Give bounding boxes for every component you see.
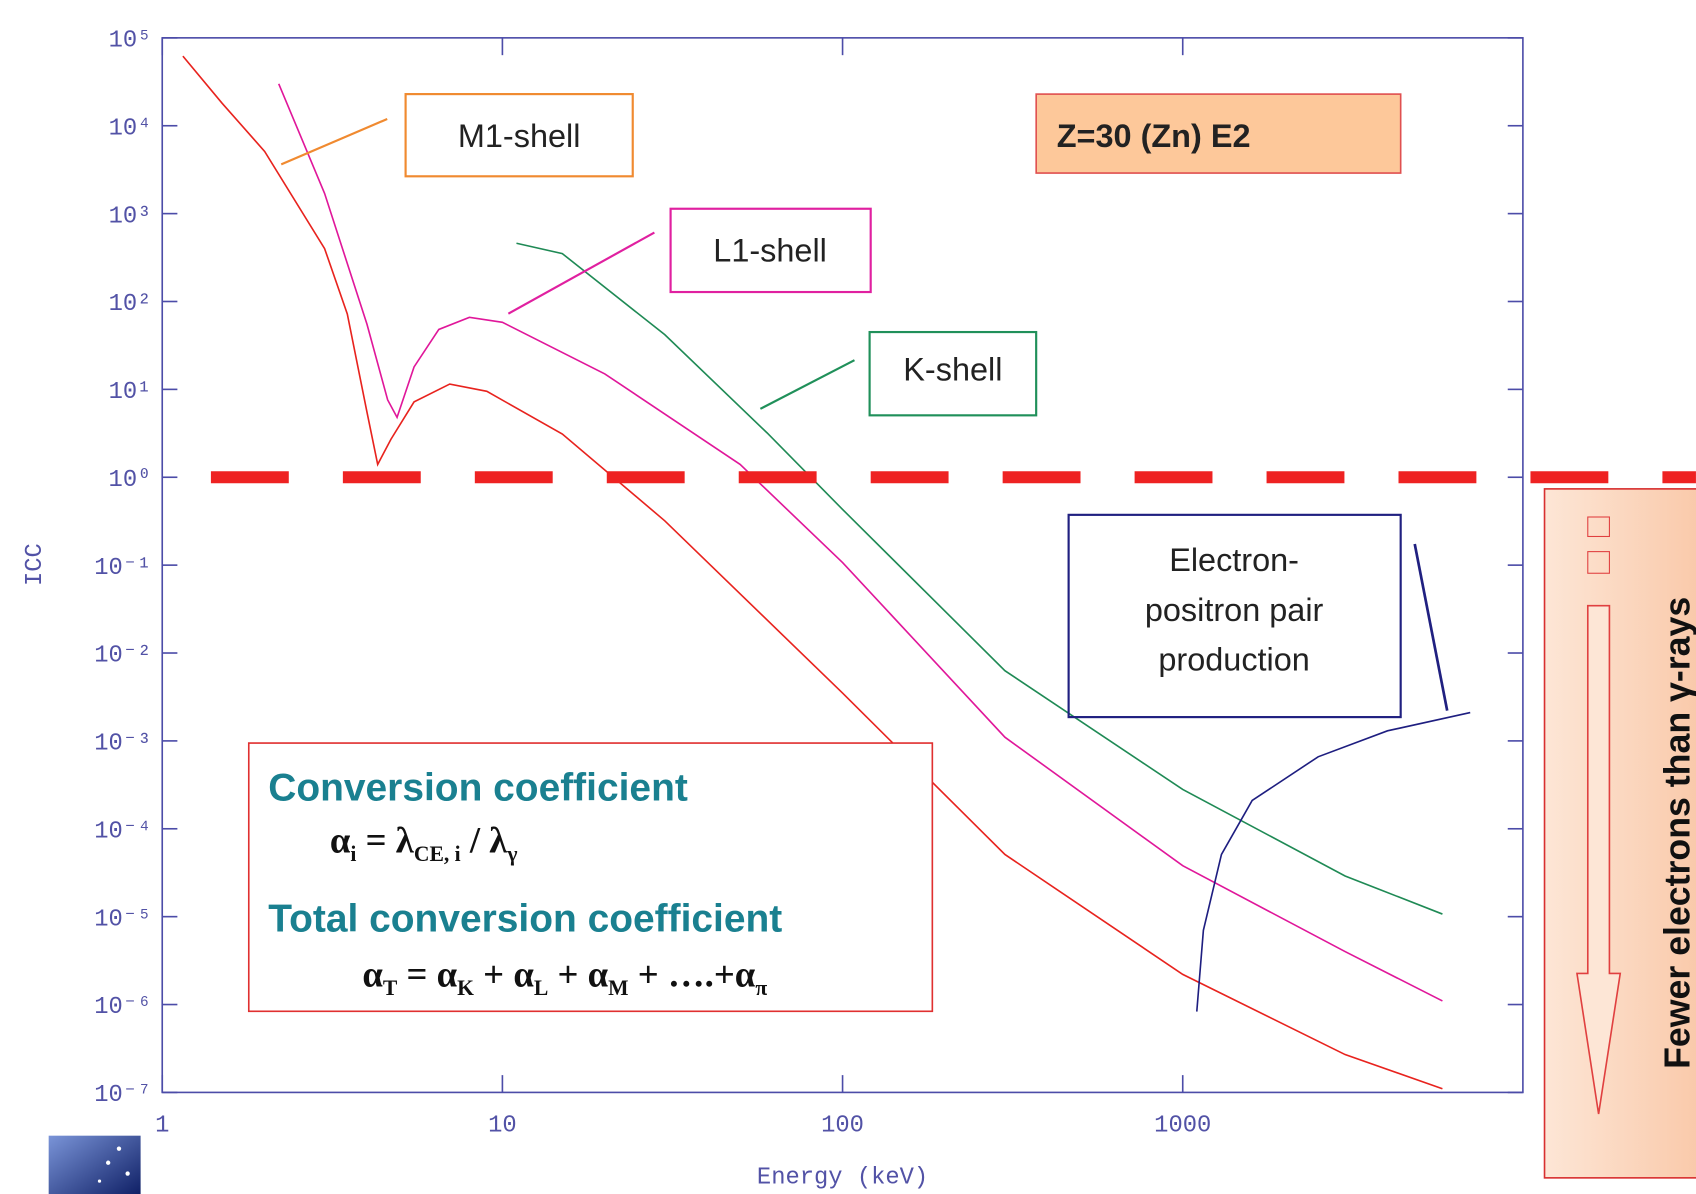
chart-title: Z=30 (Zn) E2 [1057,118,1251,154]
y-tick-label: 10⁵ [109,28,152,55]
pair-label: Electron- [1169,542,1299,578]
formula-part: α [330,819,351,860]
x-tick-label: 1000 [1154,1112,1211,1139]
m1-label: M1-shell [458,118,581,154]
heading: Total conversion coefficient [268,897,782,940]
y-tick-label: 10⁻⁶ [94,994,151,1021]
background [0,0,1696,1194]
chart-root: Fewer electrons than γ-rays Energy (keV)… [0,0,1696,1194]
y-tick-label: 10⁻³ [94,731,151,758]
formula-part: + α [474,953,534,994]
y-tick-label: 10³ [109,203,152,230]
formula-subscript: γ [506,842,517,866]
formula-subscript: T [383,976,398,1000]
x-tick-label: 10 [488,1112,517,1139]
formula-part: = λ [356,819,414,860]
formula-subscript: K [457,976,474,1000]
pair-label: production [1158,642,1309,678]
formula-subscript: L [534,976,548,1000]
formula-part: / λ [461,819,509,860]
y-tick-label: 10⁴ [109,115,152,142]
x-axis-label: Energy (keV) [757,1164,928,1191]
pair-label: positron pair [1145,592,1324,628]
y-tick-label: 10⁻² [94,643,151,670]
l1-label: L1-shell [713,233,827,269]
formula-part: + ….+α [629,953,756,994]
k-label: K-shell [903,352,1002,388]
y-tick-label: 10¹ [109,379,152,406]
formula-part: = α [397,953,457,994]
x-tick-label: 100 [821,1112,864,1139]
page: Fewer electrons than γ-rays Energy (keV)… [0,0,1696,1194]
y-tick-label: 10⁻¹ [94,555,151,582]
formula: αT = αK + αL + αM + ….+απ [362,953,767,1000]
y-axis-label: ICC [22,543,49,586]
side-note: Fewer electrons than γ-rays [1657,597,1696,1069]
y-tick-label: 10⁰ [109,467,152,494]
formula-subscript: M [608,976,628,1000]
y-tick-label: 10⁻⁴ [94,818,151,845]
formula-part: + α [548,953,608,994]
chart: Fewer electrons than γ-rays Energy (keV)… [0,0,1696,1194]
heading: Conversion coefficient [268,766,688,809]
formula-part: α [362,953,383,994]
formula-subscript: π [755,976,767,1000]
y-tick-label: 10⁻⁵ [94,906,151,933]
x-tick-label: 1 [155,1112,169,1139]
formula-subscript: CE, i [414,842,461,866]
logo [49,1136,141,1194]
y-tick-label: 10² [109,291,152,318]
y-tick-label: 10⁻⁷ [94,1082,151,1109]
